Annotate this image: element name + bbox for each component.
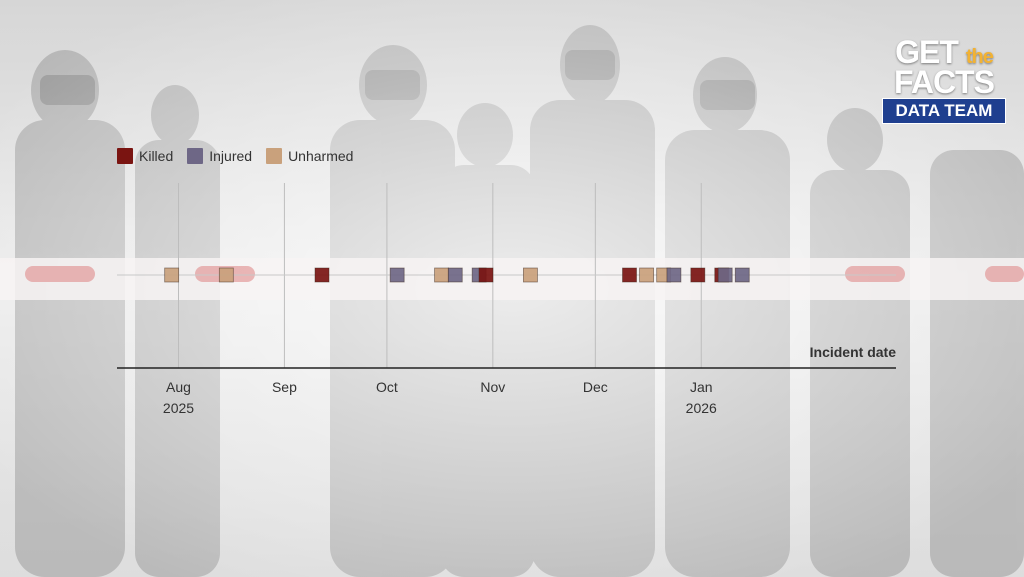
x-axis-ticks: Aug 2025 Sep Oct Nov Dec Jan 2026 — [163, 379, 717, 416]
incident-marker-unharmed — [164, 267, 180, 283]
legend-item-killed: Killed — [117, 148, 173, 164]
legend-label-injured: Injured — [209, 148, 253, 164]
incident-marker-killed — [314, 267, 330, 283]
x-tick-label-sep: Sep — [272, 379, 297, 395]
incident-marker-injured — [666, 267, 682, 283]
incident-marker-injured — [734, 267, 750, 283]
incident-marker-killed — [690, 267, 706, 283]
x-tick-year-2026: 2026 — [686, 400, 717, 416]
logo-facts: FACTS — [894, 64, 995, 100]
incident-markers — [164, 267, 750, 283]
legend-label-unharmed: Unharmed — [288, 148, 354, 164]
legend-item-injured: Injured — [187, 148, 252, 164]
legend-swatch-unharmed — [266, 148, 283, 164]
legend-item-unharmed: Unharmed — [266, 148, 353, 164]
logo-get: GET — [895, 34, 959, 70]
incident-marker-unharmed — [639, 267, 654, 283]
logo-line1: GET the — [882, 34, 1006, 71]
legend-swatch-killed — [117, 148, 133, 164]
incident-marker-injured — [447, 267, 463, 283]
incident-marker-unharmed — [434, 267, 449, 283]
x-tick-label-jan: Jan — [690, 379, 713, 395]
incident-marker-killed — [622, 267, 637, 283]
x-axis-label: Incident date — [810, 344, 897, 360]
incident-marker-injured — [717, 267, 733, 283]
incident-marker-unharmed — [218, 267, 234, 283]
x-tick-year-2025: 2025 — [163, 400, 194, 416]
chart-legend: Killed Injured Unharmed — [117, 148, 353, 164]
incident-marker-unharmed — [523, 267, 538, 283]
x-tick-label-aug: Aug — [166, 379, 191, 395]
incident-marker-injured — [389, 267, 405, 283]
x-tick-label-nov: Nov — [480, 379, 505, 395]
incident-marker-killed — [478, 267, 494, 283]
x-tick-label-dec: Dec — [583, 379, 608, 395]
legend-swatch-injured — [187, 148, 204, 164]
logo-data-team-badge: DATA TEAM — [882, 98, 1006, 124]
get-the-facts-logo: GET the FACTS DATA TEAM — [882, 34, 1006, 126]
logo-the: the — [965, 46, 994, 68]
legend-label-killed: Killed — [139, 148, 174, 164]
x-tick-label-oct: Oct — [376, 379, 398, 395]
